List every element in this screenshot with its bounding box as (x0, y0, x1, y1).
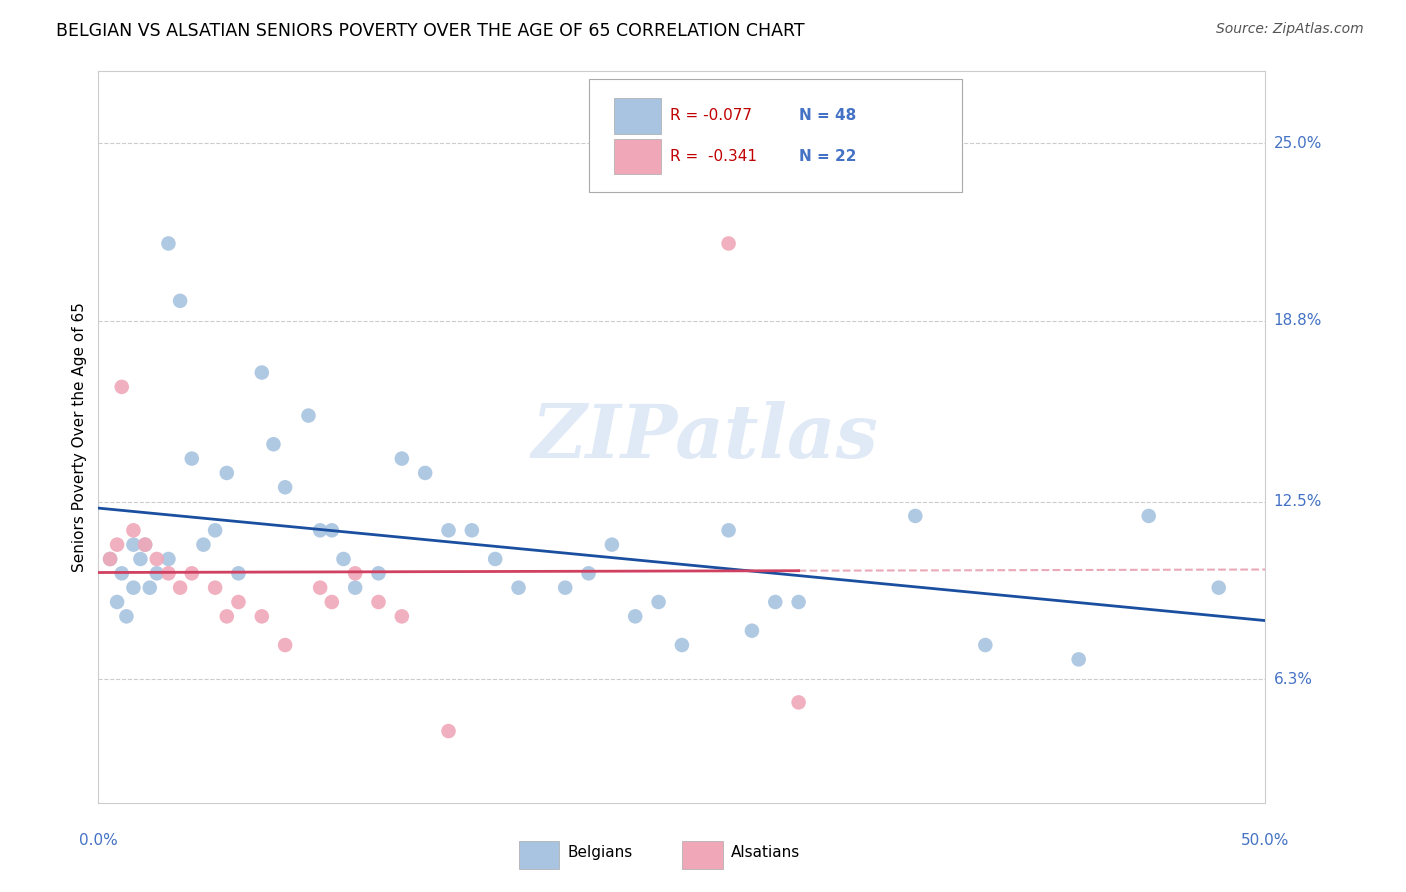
Point (437, 524, 460, 538)
Point (105, 538, 128, 552)
Text: Source: ZipAtlas.com: Source: ZipAtlas.com (1216, 22, 1364, 37)
Point (105, 595, 128, 609)
Point (157, 566, 180, 581)
Text: 25.0%: 25.0% (1274, 136, 1322, 151)
Point (274, 638, 297, 652)
Point (787, 695, 810, 709)
Point (115, 609, 138, 624)
Point (169, 581, 191, 595)
Point (554, 581, 576, 595)
Point (139, 581, 162, 595)
Point (274, 480, 297, 494)
Point (111, 566, 134, 581)
Point (122, 524, 145, 538)
Text: N = 48: N = 48 (799, 109, 856, 123)
Point (193, 538, 215, 552)
Point (904, 508, 927, 523)
Point (391, 451, 413, 466)
Text: BELGIAN VS ALSATIAN SENIORS POVERTY OVER THE AGE OF 65 CORRELATION CHART: BELGIAN VS ALSATIAN SENIORS POVERTY OVER… (56, 22, 804, 40)
Point (297, 409, 319, 423)
Text: R = -0.077: R = -0.077 (671, 109, 752, 123)
Point (122, 538, 145, 552)
Text: ZIPatlas: ZIPatlas (531, 401, 879, 474)
Point (204, 581, 226, 595)
Text: 50.0%: 50.0% (1241, 833, 1289, 848)
Text: Belgians: Belgians (568, 845, 633, 860)
Point (413, 466, 436, 480)
Point (1137, 508, 1160, 523)
Point (484, 552, 506, 566)
Point (1067, 652, 1090, 666)
Point (741, 624, 763, 638)
FancyBboxPatch shape (614, 138, 661, 174)
Point (169, 293, 191, 308)
Point (134, 538, 156, 552)
Point (146, 566, 169, 581)
Point (578, 566, 600, 581)
Point (309, 524, 332, 538)
Point (321, 595, 343, 609)
Point (98, 552, 121, 566)
FancyBboxPatch shape (682, 841, 723, 869)
Text: N = 22: N = 22 (799, 149, 856, 164)
Point (146, 552, 169, 566)
Point (122, 581, 145, 595)
Point (508, 581, 530, 595)
Point (974, 638, 997, 652)
Point (250, 366, 273, 380)
Point (134, 538, 156, 552)
Point (624, 609, 647, 624)
Point (98, 552, 121, 566)
Text: R =  -0.341: R = -0.341 (671, 149, 758, 164)
Point (344, 566, 367, 581)
Point (129, 552, 152, 566)
Point (717, 524, 740, 538)
Point (787, 595, 810, 609)
Point (367, 595, 389, 609)
Point (309, 581, 332, 595)
Point (215, 466, 238, 480)
Text: 12.5%: 12.5% (1274, 494, 1322, 509)
Point (763, 595, 786, 609)
Text: 0.0%: 0.0% (79, 833, 118, 848)
Point (250, 609, 273, 624)
FancyBboxPatch shape (614, 98, 661, 134)
Point (262, 437, 284, 451)
Point (157, 236, 180, 251)
Point (228, 595, 250, 609)
Point (1208, 581, 1230, 595)
Point (600, 538, 623, 552)
Point (204, 524, 226, 538)
Point (111, 380, 134, 394)
FancyBboxPatch shape (589, 78, 962, 192)
Point (717, 236, 740, 251)
Point (332, 552, 354, 566)
Point (461, 524, 484, 538)
Point (157, 552, 180, 566)
Point (437, 724, 460, 739)
Y-axis label: Seniors Poverty Over the Age of 65: Seniors Poverty Over the Age of 65 (72, 302, 87, 572)
Point (647, 595, 669, 609)
Point (215, 609, 238, 624)
Point (391, 609, 413, 624)
FancyBboxPatch shape (519, 841, 560, 869)
Text: Alsatians: Alsatians (731, 845, 800, 860)
Point (180, 451, 202, 466)
Point (344, 581, 367, 595)
Point (367, 566, 389, 581)
Point (228, 566, 250, 581)
Point (671, 638, 693, 652)
Text: 6.3%: 6.3% (1274, 672, 1313, 687)
Point (321, 524, 343, 538)
Point (180, 566, 202, 581)
Text: 18.8%: 18.8% (1274, 313, 1322, 328)
